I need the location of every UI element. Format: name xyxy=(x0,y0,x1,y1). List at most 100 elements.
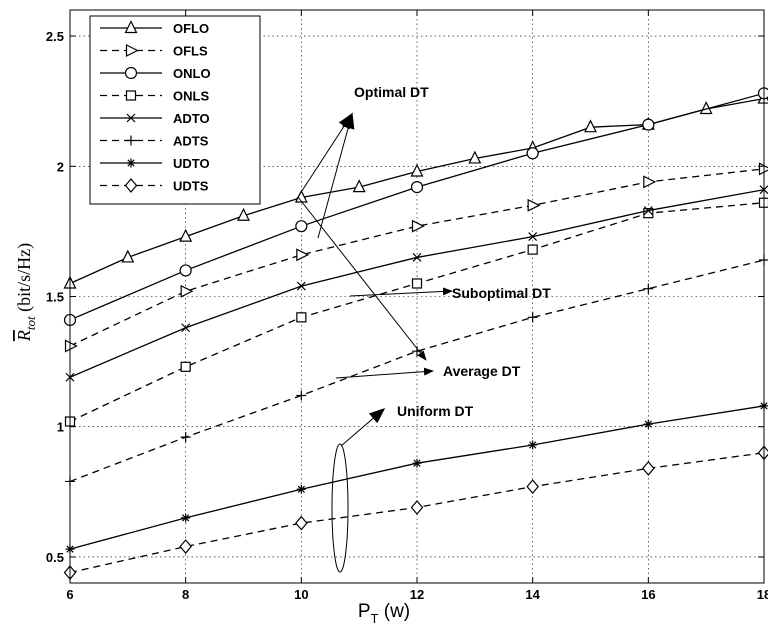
data-point xyxy=(126,113,136,123)
data-point xyxy=(295,515,308,531)
annotation-uniform: Uniform DT xyxy=(397,403,474,419)
y-tick-label: 1 xyxy=(57,420,64,435)
legend-label: ONLS xyxy=(173,89,209,104)
annotation-suboptimal: Suboptimal DT xyxy=(452,285,551,301)
x-tick-label: 14 xyxy=(525,587,540,602)
data-point xyxy=(181,323,191,333)
arrow-uniform xyxy=(340,407,386,447)
data-point xyxy=(528,440,538,450)
data-point xyxy=(296,281,306,291)
annotation-average: Average DT xyxy=(443,363,521,379)
arrow-suboptimal xyxy=(349,287,453,297)
arrow-average-1 xyxy=(335,367,434,379)
data-point xyxy=(643,175,657,189)
data-point xyxy=(410,163,424,177)
x-axis-label: PT (w) xyxy=(358,601,410,626)
data-point xyxy=(643,283,654,294)
data-point xyxy=(643,206,653,215)
x-tick-label: 12 xyxy=(410,587,424,602)
arrow-average-2 xyxy=(297,196,427,361)
data-point xyxy=(237,207,250,221)
series-adts xyxy=(65,255,768,487)
data-point xyxy=(126,158,136,168)
legend-label: UDTS xyxy=(173,179,209,194)
data-point xyxy=(125,90,137,101)
legend-label: UDTO xyxy=(173,156,210,171)
legend-label: ADTS xyxy=(173,134,209,149)
arrow-optimal-2 xyxy=(317,112,355,239)
y-tick-label: 2.5 xyxy=(46,29,64,44)
y-tick-label: 0.5 xyxy=(46,550,64,565)
data-point xyxy=(124,178,138,193)
legend: OFLO OFLS ONLO ONLS ADTO ADTS UDTO UDTS xyxy=(89,15,261,205)
data-point xyxy=(410,500,424,515)
x-tick-label: 10 xyxy=(294,587,308,602)
data-point xyxy=(642,460,655,476)
x-tick-label: 6 xyxy=(66,587,73,602)
legend-item-ofls: OFLS xyxy=(100,44,208,59)
data-point xyxy=(642,118,655,131)
x-tick-label: 8 xyxy=(182,587,189,602)
data-point xyxy=(643,419,653,429)
annotations: Optimal DT Suboptimal DT Average DT Unif… xyxy=(295,84,551,573)
data-point xyxy=(180,361,191,372)
data-point xyxy=(64,339,78,353)
data-point xyxy=(179,228,193,242)
data-point xyxy=(526,479,539,495)
data-point xyxy=(526,147,539,160)
data-point xyxy=(181,513,191,523)
data-point xyxy=(124,66,138,80)
data-point xyxy=(124,20,138,34)
legend-label: OFLS xyxy=(173,44,208,59)
data-point xyxy=(527,244,538,255)
series-layer xyxy=(63,87,768,581)
y-tick-label: 2 xyxy=(57,159,64,174)
data-point xyxy=(296,484,306,494)
y-tick-label: 1.5 xyxy=(46,290,64,305)
annotation-optimal: Optimal DT xyxy=(354,84,429,100)
data-point xyxy=(468,150,482,164)
data-point xyxy=(411,219,425,233)
data-point xyxy=(412,458,422,468)
data-point xyxy=(643,208,654,219)
data-point xyxy=(757,87,768,100)
axes: 6 8 10 12 14 16 18 0.5 1 1.5 2 2.5 xyxy=(46,9,768,602)
data-point xyxy=(410,181,424,194)
data-point xyxy=(296,390,307,401)
y-axis-label: Rtot (bit/s/Hz) xyxy=(14,243,38,342)
data-point xyxy=(757,445,768,461)
data-point xyxy=(584,119,597,133)
legend-label: ONLO xyxy=(173,66,211,81)
legend-box xyxy=(89,15,261,205)
data-point xyxy=(180,432,191,443)
legend-item-onls: ONLS xyxy=(100,89,209,104)
data-point xyxy=(121,249,135,263)
x-tick-label: 16 xyxy=(641,587,655,602)
arrow-optimal-1 xyxy=(295,112,353,201)
data-point xyxy=(411,278,423,289)
legend-item-oflo: OFLO xyxy=(100,20,209,36)
data-point xyxy=(179,539,192,554)
data-point xyxy=(125,44,139,57)
data-point xyxy=(296,248,310,262)
data-point xyxy=(527,312,538,323)
data-point xyxy=(412,253,422,262)
legend-label: OFLO xyxy=(173,21,209,36)
data-point xyxy=(296,312,307,323)
legend-label: ADTO xyxy=(173,111,210,126)
data-point xyxy=(352,179,366,193)
data-point xyxy=(412,346,422,357)
legend-item-udts: UDTS xyxy=(100,178,209,194)
data-point xyxy=(527,198,541,212)
uniform-group-ellipse xyxy=(331,443,349,573)
legend-item-adts: ADTS xyxy=(100,134,209,149)
series-udts xyxy=(63,445,768,581)
legend-item-udto: UDTO xyxy=(100,156,210,171)
data-point xyxy=(180,284,194,298)
legend-item-onlo: ONLO xyxy=(100,66,211,81)
data-point xyxy=(179,264,192,277)
data-point xyxy=(295,220,308,233)
data-point xyxy=(528,232,538,242)
data-point xyxy=(126,135,136,146)
